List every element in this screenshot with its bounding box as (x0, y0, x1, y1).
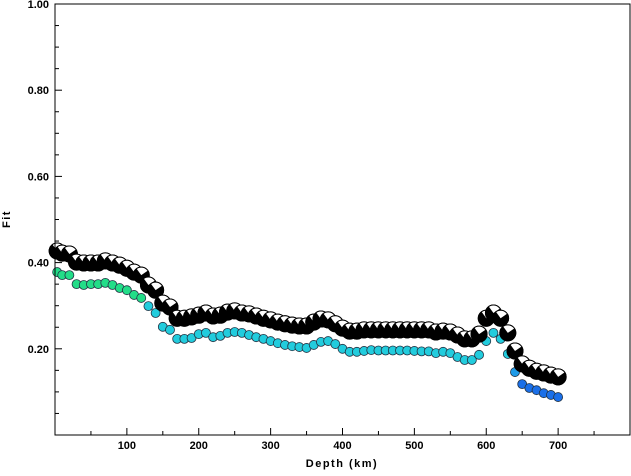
beachball-dilatation (244, 305, 256, 314)
data-point-dot (466, 355, 477, 365)
beachball-dilatation (265, 311, 278, 320)
beachball-dilatation (337, 320, 350, 329)
y-tick-label: 0.20 (28, 344, 49, 356)
data-point-dot (136, 293, 147, 303)
beachball-dilatation (330, 315, 342, 324)
data-point-dot (330, 339, 341, 349)
beachball-dilatation (445, 323, 457, 332)
beachball-outline (499, 324, 517, 342)
x-tick-label: 300 (261, 440, 279, 452)
x-tick-label: 500 (405, 440, 423, 452)
beachball-dilatation (495, 310, 508, 319)
beachball-outline (549, 368, 567, 386)
data-point-dot (143, 301, 154, 312)
beachball-dilatation (452, 327, 465, 336)
data-point-beachball (147, 281, 165, 299)
beachball-dilatation (539, 364, 551, 373)
beachball-dilatation (136, 267, 148, 276)
beachball-dilatation (524, 360, 536, 369)
y-axis-label: Fit (1, 210, 13, 228)
data-point-dot (121, 285, 132, 296)
x-axis-label: Depth (km) (306, 458, 378, 470)
data-point-dot (474, 349, 484, 360)
data-point-beachball (470, 325, 488, 343)
beachball-outline (470, 325, 488, 343)
beachball-dilatation (424, 321, 436, 330)
beachball-dilatation (64, 245, 76, 254)
data-point-beachball (506, 342, 524, 360)
beachball-dilatation (517, 355, 529, 364)
beachball-dilatation (323, 311, 335, 320)
x-tick-label: 100 (118, 440, 136, 452)
data-point-beachball (549, 368, 567, 386)
beachball-dilatation (488, 305, 501, 314)
beachball-outline (506, 342, 524, 360)
y-tick-label: 0.60 (28, 171, 49, 183)
beachball-dilatation (143, 277, 156, 286)
beachball-dilatation (510, 342, 522, 351)
beachball-outline (147, 281, 165, 299)
beachball-outline (492, 309, 510, 327)
x-tick-label: 700 (549, 440, 567, 452)
beachball-dilatation (503, 324, 515, 333)
data-point-dot (165, 324, 175, 335)
data-point-beachball (492, 309, 510, 327)
y-tick-label: 0.80 (28, 85, 49, 97)
beachball-dilatation (100, 252, 112, 261)
x-tick-label: 400 (333, 440, 351, 452)
data-point-dot (488, 327, 499, 338)
data-point-beachball (499, 324, 517, 342)
y-tick-label: 0.40 (28, 258, 49, 270)
data-point-dot (201, 327, 211, 338)
data-point-dot (150, 308, 161, 318)
x-tick-label: 200 (190, 440, 208, 452)
y-tick-label: 1.00 (28, 0, 49, 11)
data-point-dot (553, 392, 564, 402)
beachball-dilatation (229, 302, 242, 311)
beachball-dilatation (107, 255, 120, 264)
beachball-dilatation (251, 308, 263, 317)
beachball-dilatation (165, 298, 177, 307)
beachball-dilatation (474, 326, 486, 335)
x-tick-label: 600 (477, 440, 495, 452)
beachball-dilatation (553, 368, 565, 377)
beachball-dilatation (114, 257, 127, 266)
data-point-dot (64, 270, 75, 280)
beachball-dilatation (129, 264, 141, 273)
beachball-dilatation (158, 295, 170, 304)
beachball-dilatation (201, 305, 213, 314)
beachball-dilatation (122, 260, 134, 269)
beachball-dilatation (150, 282, 163, 291)
